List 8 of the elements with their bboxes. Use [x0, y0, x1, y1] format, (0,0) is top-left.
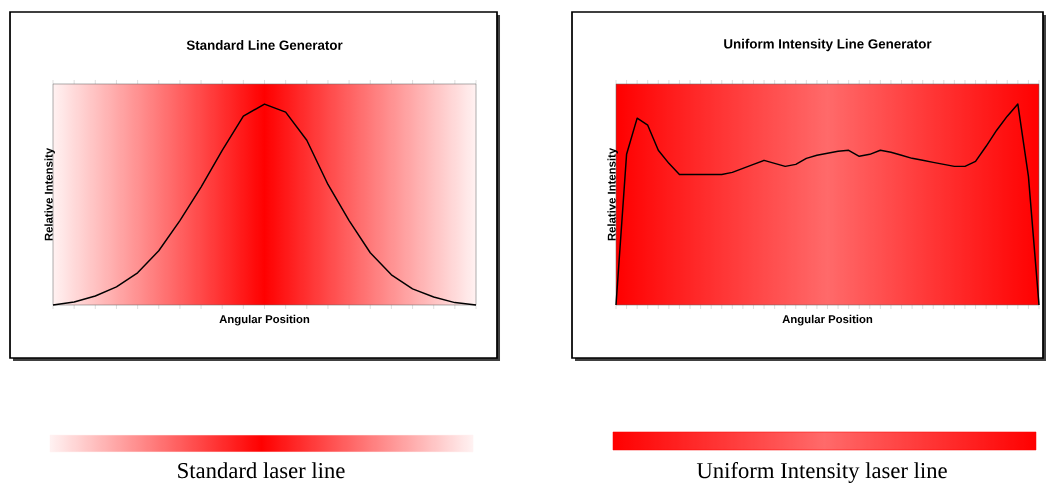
text: Uniform Intensity laser line — [696, 461, 947, 483]
chart-title: Uniform Intensity Line Generator — [724, 38, 932, 52]
x-axis-title: Angular Position — [219, 314, 310, 326]
y-axis-title: Relative Intensity — [44, 147, 55, 241]
x-axis-title: Angular Position — [782, 314, 873, 326]
y-axis-title: Relative Intensity — [607, 147, 618, 241]
text: Standard laser line — [178, 462, 345, 479]
chart-title: Standard Line Generator — [186, 39, 343, 50]
